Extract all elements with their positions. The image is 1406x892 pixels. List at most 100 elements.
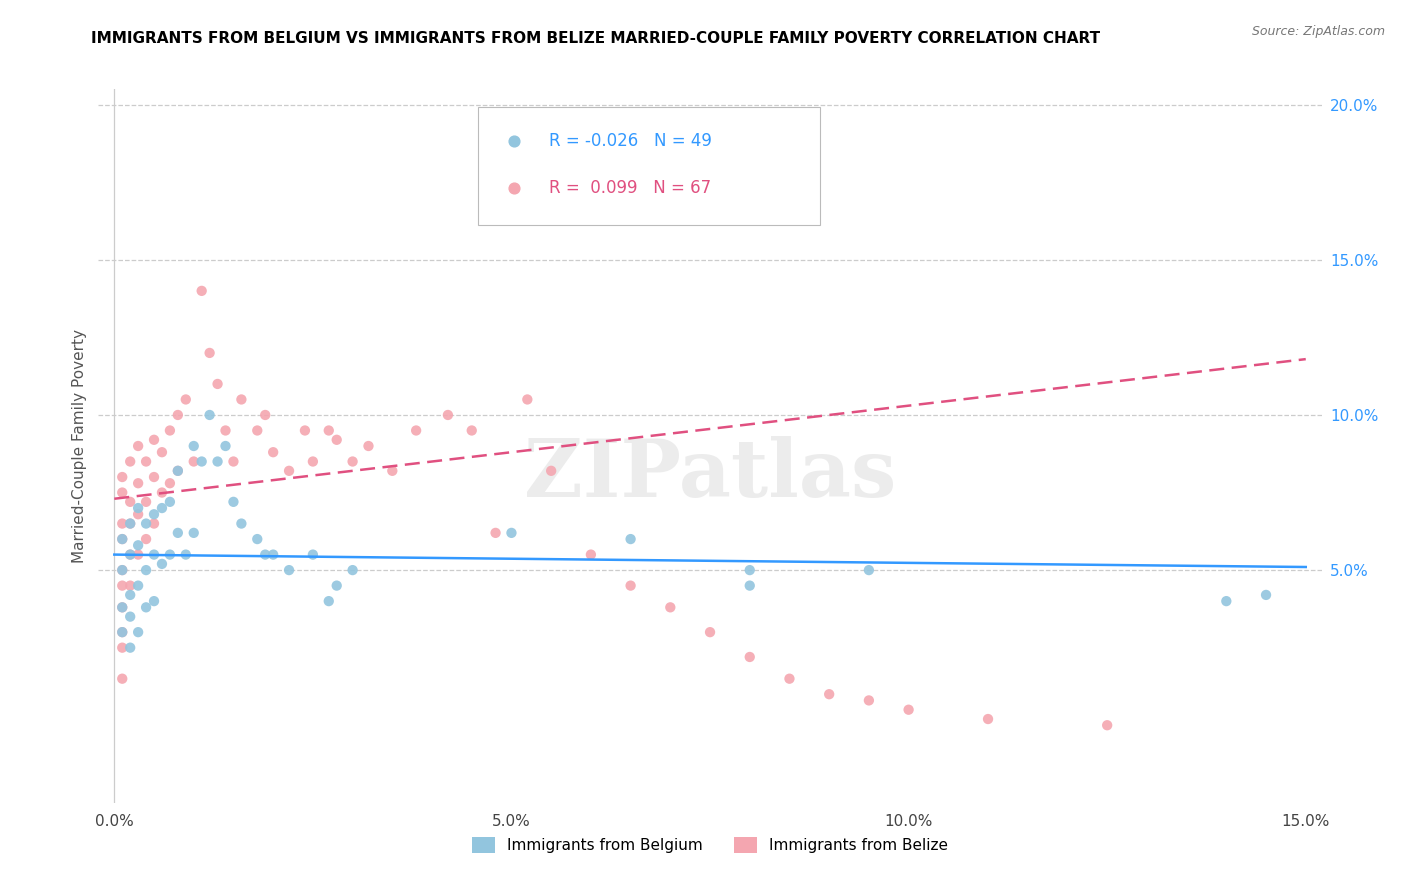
Point bbox=[127, 508, 149, 522]
Point bbox=[127, 579, 149, 593]
Point bbox=[143, 470, 166, 484]
Point bbox=[620, 532, 643, 546]
Point bbox=[111, 516, 134, 531]
Point bbox=[159, 548, 181, 562]
Point bbox=[262, 445, 284, 459]
Point bbox=[127, 538, 149, 552]
Point bbox=[302, 454, 325, 468]
Point bbox=[111, 470, 134, 484]
Point bbox=[699, 625, 721, 640]
Point bbox=[111, 625, 134, 640]
Y-axis label: Married-Couple Family Poverty: Married-Couple Family Poverty bbox=[72, 329, 87, 563]
Point bbox=[254, 548, 277, 562]
Point bbox=[183, 454, 205, 468]
Point bbox=[183, 525, 205, 540]
Point bbox=[143, 594, 166, 608]
Point bbox=[738, 579, 761, 593]
Point bbox=[381, 464, 404, 478]
Point bbox=[111, 485, 134, 500]
Point bbox=[778, 672, 800, 686]
Point bbox=[143, 548, 166, 562]
Point bbox=[231, 392, 253, 407]
Point bbox=[198, 346, 221, 360]
Point bbox=[111, 579, 134, 593]
Point bbox=[214, 424, 236, 438]
Point bbox=[111, 563, 134, 577]
Point bbox=[127, 476, 149, 491]
Point bbox=[278, 464, 301, 478]
Point bbox=[135, 563, 157, 577]
Point bbox=[1254, 588, 1277, 602]
Point bbox=[111, 672, 134, 686]
Point bbox=[461, 424, 484, 438]
Text: ZIPatlas: ZIPatlas bbox=[524, 435, 896, 514]
Point bbox=[484, 525, 506, 540]
Point bbox=[222, 495, 245, 509]
Point bbox=[166, 408, 188, 422]
Point bbox=[1215, 594, 1237, 608]
Point bbox=[150, 501, 173, 516]
Point bbox=[143, 433, 166, 447]
Point bbox=[278, 563, 301, 577]
Point bbox=[127, 625, 149, 640]
Point bbox=[190, 454, 212, 468]
Point bbox=[120, 579, 142, 593]
Text: IMMIGRANTS FROM BELGIUM VS IMMIGRANTS FROM BELIZE MARRIED-COUPLE FAMILY POVERTY : IMMIGRANTS FROM BELGIUM VS IMMIGRANTS FR… bbox=[91, 31, 1101, 46]
Point bbox=[111, 532, 134, 546]
Point bbox=[127, 501, 149, 516]
Point bbox=[166, 525, 188, 540]
Point bbox=[262, 548, 284, 562]
Point bbox=[111, 600, 134, 615]
Point bbox=[150, 485, 173, 500]
Point bbox=[111, 600, 134, 615]
Point bbox=[342, 563, 364, 577]
Point bbox=[977, 712, 1000, 726]
Point bbox=[318, 424, 340, 438]
Point bbox=[120, 548, 142, 562]
Point bbox=[111, 532, 134, 546]
Point bbox=[120, 588, 142, 602]
Point bbox=[120, 516, 142, 531]
Point bbox=[120, 495, 142, 509]
Point bbox=[254, 408, 277, 422]
Point bbox=[738, 563, 761, 577]
Point bbox=[818, 687, 841, 701]
Point bbox=[120, 454, 142, 468]
Point bbox=[198, 408, 221, 422]
Point bbox=[222, 454, 245, 468]
Point bbox=[516, 392, 538, 407]
Point bbox=[858, 693, 880, 707]
Point bbox=[143, 508, 166, 522]
Point bbox=[318, 594, 340, 608]
Point bbox=[127, 439, 149, 453]
Point bbox=[1095, 718, 1118, 732]
Point bbox=[620, 579, 643, 593]
Point bbox=[302, 548, 325, 562]
Point bbox=[174, 392, 197, 407]
Point bbox=[111, 640, 134, 655]
Text: Source: ZipAtlas.com: Source: ZipAtlas.com bbox=[1251, 25, 1385, 38]
Point bbox=[111, 563, 134, 577]
Point bbox=[214, 439, 236, 453]
Point bbox=[405, 424, 427, 438]
Point bbox=[166, 464, 188, 478]
Point bbox=[325, 579, 347, 593]
Point bbox=[190, 284, 212, 298]
Point bbox=[174, 548, 197, 562]
Point bbox=[159, 476, 181, 491]
Point bbox=[231, 516, 253, 531]
Point bbox=[111, 625, 134, 640]
Legend: Immigrants from Belgium, Immigrants from Belize: Immigrants from Belgium, Immigrants from… bbox=[467, 831, 953, 859]
Point bbox=[183, 439, 205, 453]
Point bbox=[135, 454, 157, 468]
Point bbox=[579, 548, 602, 562]
Point bbox=[166, 464, 188, 478]
Point bbox=[143, 516, 166, 531]
Point bbox=[127, 548, 149, 562]
Point bbox=[135, 495, 157, 509]
Point bbox=[150, 557, 173, 571]
Point bbox=[659, 600, 682, 615]
Point bbox=[738, 650, 761, 665]
Point bbox=[207, 376, 229, 391]
Point bbox=[159, 424, 181, 438]
